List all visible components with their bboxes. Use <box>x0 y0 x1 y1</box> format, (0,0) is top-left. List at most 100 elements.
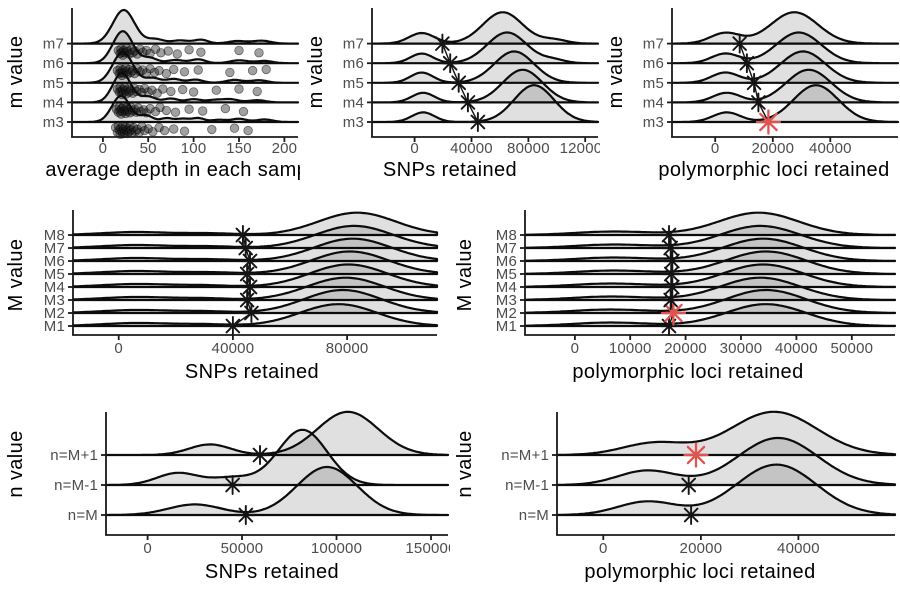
x-axis-title: polymorphic loci retained <box>572 361 804 383</box>
x-tick-label: 100 <box>181 140 207 157</box>
sample-point <box>188 87 199 97</box>
x-tick-label: 0 <box>410 140 419 157</box>
optimal-value-marker <box>235 505 256 525</box>
optimal-value-marker <box>681 505 702 525</box>
jitter-points-m7 <box>113 43 264 60</box>
ridge-density-M4 <box>523 263 897 289</box>
optimal-value-marker <box>660 290 681 310</box>
optimal-value-marker <box>748 92 769 113</box>
y-tick-label: n=M+1 <box>501 447 549 464</box>
sample-point <box>193 65 203 75</box>
sample-point <box>145 103 155 114</box>
sample-point <box>168 124 179 134</box>
x-tick-label: 100000 <box>311 540 362 557</box>
y-tick-label: n=M-1 <box>54 477 98 494</box>
y-tick-label: m4 <box>343 94 364 111</box>
x-tick-label: 30000 <box>720 340 763 357</box>
optimal-value-marker <box>448 72 469 93</box>
x-axis-title: polymorphic loci retained <box>658 159 890 181</box>
optimal-value-marker <box>440 53 461 74</box>
sample-point <box>234 84 244 94</box>
x-axis-title: polymorphic loci retained <box>584 561 816 583</box>
x-tick-label: 50 <box>140 140 157 157</box>
optimal-value-marker <box>659 225 679 245</box>
ridge-density-M2 <box>71 288 439 315</box>
x-tick-label: 50000 <box>830 340 873 357</box>
panel-loci-by-m: 0 20000 40000 m3 m4 m5 m6 m7 polymorphic loci re… <box>600 0 900 200</box>
y-tick-label: m3 <box>43 114 64 131</box>
sample-point <box>184 104 194 114</box>
ridge-density-M1 <box>71 303 439 328</box>
plot-canvas-loci-by-m: 0 20000 40000 m3 m4 m5 m6 m7 <box>643 8 900 157</box>
y-tick-label: m4 <box>43 94 64 111</box>
ridge-density-m6 <box>370 31 600 65</box>
y-tick-label: m7 <box>343 36 364 53</box>
panel-snps-by-cap-m: 0 40000 80000 M1 M2 M3 M4 M5 M6 M7 M8 SNPs retained… <box>0 200 450 400</box>
sample-point <box>156 48 166 58</box>
y-tick-label: M6 <box>44 253 65 270</box>
optimal-value-marker <box>432 33 453 54</box>
ridge-density-m7 <box>70 8 300 45</box>
ridge-density-M3 <box>523 276 897 302</box>
y-tick-label: M2 <box>44 305 65 322</box>
y-tick-label: M5 <box>44 266 65 283</box>
y-tick-label: m6 <box>43 55 64 72</box>
optimal-value-marker <box>237 264 258 284</box>
y-axis-title: M value <box>454 238 476 312</box>
sample-point <box>197 106 208 116</box>
ridge-density-M5 <box>71 250 439 276</box>
x-tick-label: 0 <box>114 340 123 357</box>
ridge-density-m4 <box>70 71 300 104</box>
x-tick-label: 120000 <box>560 140 600 157</box>
panel-snps-by-m: 0 40000 80000 120000 m3 m4 m5 m6 m7 SNPs retained… <box>300 0 600 200</box>
y-tick-label: M5 <box>496 266 517 283</box>
y-axis-title: m value <box>5 35 27 109</box>
optimal-value-marker <box>660 238 681 258</box>
ridge-density-M7 <box>71 224 439 250</box>
ridge-density-n=M <box>104 465 450 517</box>
sample-point <box>141 45 152 56</box>
ridge-density-m7 <box>670 11 900 45</box>
sample-point <box>177 84 188 95</box>
y-axis-title: n value <box>454 430 476 498</box>
optimal-value-marker <box>240 251 260 271</box>
x-tick-label: 10000 <box>609 340 652 357</box>
x-tick-label: 200 <box>272 140 298 157</box>
x-tick-label: 80000 <box>507 140 550 157</box>
optimal-value-marker <box>729 33 750 54</box>
panel-loci-by-n: 0 20000 40000 n=M n=M-1 n=M+1 polymorphic loci… <box>450 400 900 600</box>
x-tick-label: 0 <box>711 140 720 157</box>
y-axis-title: m value <box>305 35 327 109</box>
sample-point <box>261 64 271 75</box>
sample-point <box>243 125 253 136</box>
ridge-density-m3 <box>670 84 900 124</box>
ridge-density-M8 <box>523 211 897 237</box>
y-tick-label: n=M <box>519 507 549 524</box>
sample-point <box>159 125 170 136</box>
y-tick-label: n=M-1 <box>505 477 549 494</box>
sample-point <box>154 122 164 133</box>
optimal-value-marker <box>222 316 243 336</box>
x-tick-label: 150 <box>226 140 252 157</box>
ridge-density-n=M <box>555 463 897 517</box>
panel-loci-by-cap-m: 0 10000 20000 30000 40000 50000 M1 M2 M3 M4 M5 M6 M7… <box>450 200 900 400</box>
optimal-value-marker <box>457 92 478 113</box>
ridge-density-M6 <box>523 237 897 263</box>
sample-point <box>161 68 172 79</box>
optimal-value-marker <box>232 225 253 245</box>
y-tick-label: M3 <box>496 292 517 309</box>
optimal-value-marker-selected <box>660 300 687 326</box>
sample-point <box>229 123 240 133</box>
sample-point <box>179 67 190 77</box>
ridge-density-n=M+1 <box>555 410 897 457</box>
optimal-value-marker <box>662 277 683 297</box>
optimal-value-marker <box>240 277 260 297</box>
x-axis-title: average depth in each sample <box>45 159 300 181</box>
y-tick-label: m4 <box>643 94 664 111</box>
y-tick-label: M8 <box>44 227 65 244</box>
x-tick-label: 0 <box>571 340 580 357</box>
sample-point <box>143 124 153 134</box>
y-tick-label: M4 <box>44 279 65 296</box>
sample-point <box>166 86 176 97</box>
